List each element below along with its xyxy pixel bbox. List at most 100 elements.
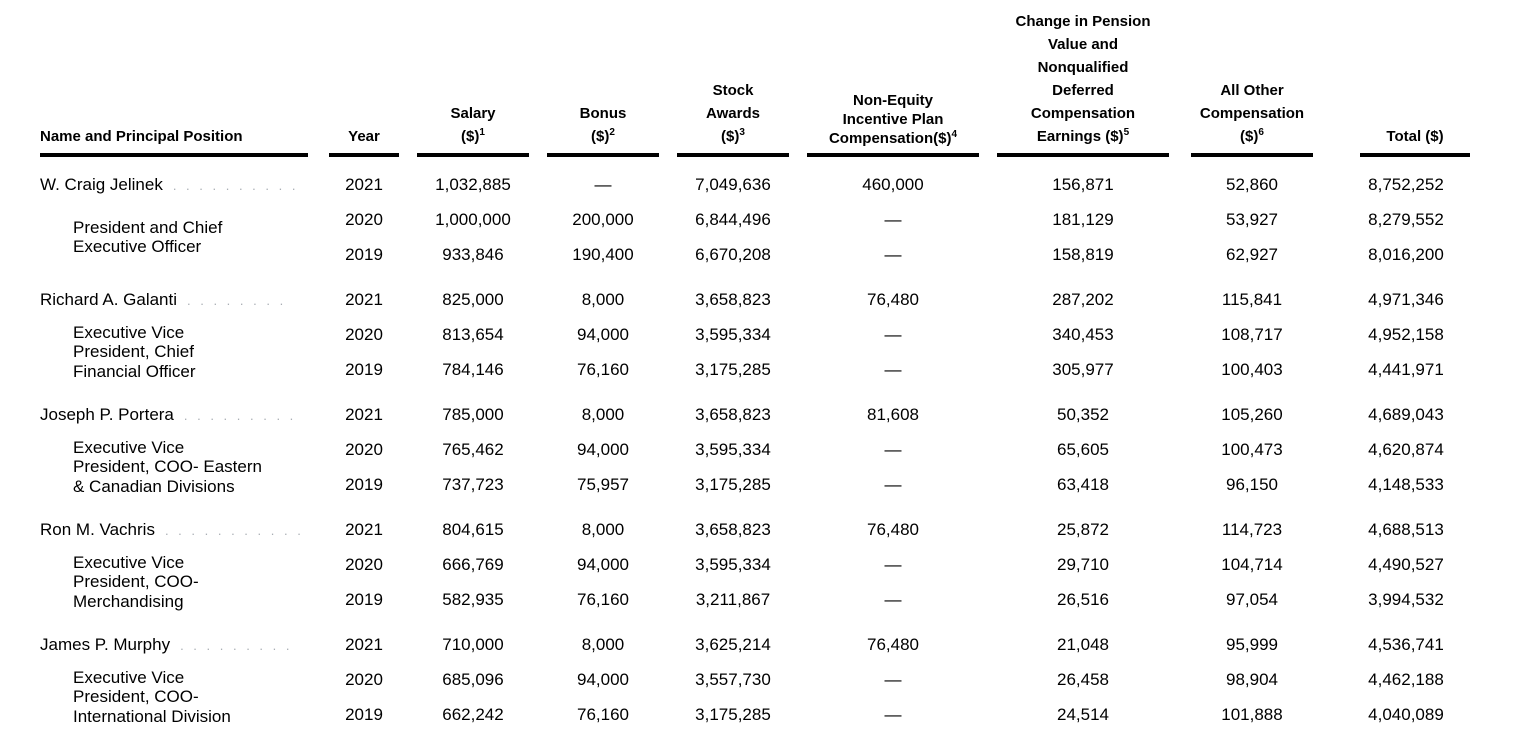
non-equity-cell: — bbox=[884, 209, 902, 229]
executive-name-cell: Richard A. Galanti . . . . . . . . bbox=[40, 272, 320, 317]
all-other-cell: 108,717 bbox=[1221, 324, 1283, 344]
salary-cell: 1,000,000 bbox=[435, 209, 511, 229]
total-cell: 4,441,971 bbox=[1368, 359, 1444, 379]
non-equity-cell: 76,480 bbox=[867, 519, 919, 539]
stock-awards-cell: 3,175,285 bbox=[695, 704, 771, 724]
table-header: Name and Principal Position Year Salary (… bbox=[40, 10, 1486, 157]
bonus-cell: — bbox=[594, 174, 612, 194]
header-top-lines: Salary bbox=[450, 105, 496, 122]
table-row: Richard A. Galanti . . . . . . . . 2021 8… bbox=[40, 272, 1486, 317]
stock-awards-cell: 3,175,285 bbox=[695, 359, 771, 379]
all-other-cell: 104,714 bbox=[1221, 554, 1283, 574]
header-top-lines: Stock Awards bbox=[706, 82, 760, 122]
bonus-cell: 8,000 bbox=[581, 634, 625, 654]
all-other-cell: 95,999 bbox=[1226, 634, 1278, 654]
stock-awards-cell: 6,844,496 bbox=[695, 209, 771, 229]
year-cell: 2019 bbox=[345, 589, 383, 609]
column-header-all-other-compensation: All Other Compensation ($)6 bbox=[1178, 10, 1326, 157]
non-equity-cell: — bbox=[884, 359, 902, 379]
executive-name-cell: W. Craig Jelinek . . . . . . . . . . bbox=[40, 157, 320, 202]
pension-cell: 29,710 bbox=[1057, 554, 1109, 574]
pension-cell: 65,605 bbox=[1057, 439, 1109, 459]
leader-dots: . . . . . . . . . . . bbox=[164, 522, 304, 538]
header-label: Earnings ($) bbox=[1036, 128, 1124, 145]
column-header-name: Name and Principal Position bbox=[40, 10, 320, 157]
all-other-cell: 62,927 bbox=[1226, 244, 1278, 264]
executive-name-cell: Joseph P. Portera . . . . . . . . . bbox=[40, 387, 320, 432]
salary-cell: 765,462 bbox=[442, 439, 504, 459]
header-label: Total ($) bbox=[1386, 128, 1444, 145]
header-label: ($) bbox=[721, 128, 740, 145]
all-other-cell: 114,723 bbox=[1221, 519, 1283, 539]
stock-awards-cell: 3,595,334 bbox=[695, 554, 771, 574]
year-cell: 2020 bbox=[345, 554, 383, 574]
non-equity-cell: — bbox=[884, 554, 902, 574]
header-top-lines: Bonus bbox=[579, 105, 627, 122]
table-row: 2019 784,146 76,160 3,175,285 — 305,977 … bbox=[40, 352, 1486, 387]
all-other-cell: 100,473 bbox=[1221, 439, 1283, 459]
salary-cell: 813,654 bbox=[442, 324, 504, 344]
table-row: 2019 737,723 75,957 3,175,285 — 63,418 9… bbox=[40, 467, 1486, 502]
salary-cell: 582,935 bbox=[442, 589, 504, 609]
total-cell: 4,536,741 bbox=[1368, 634, 1444, 654]
bonus-cell: 76,160 bbox=[577, 704, 629, 724]
total-cell: 4,148,533 bbox=[1368, 474, 1444, 494]
year-cell: 2020 bbox=[345, 324, 383, 344]
bonus-cell: 190,400 bbox=[572, 244, 634, 264]
stock-awards-cell: 3,557,730 bbox=[695, 669, 771, 689]
header-label: ($) bbox=[1240, 128, 1259, 145]
pension-cell: 50,352 bbox=[1057, 404, 1109, 424]
bonus-cell: 94,000 bbox=[577, 324, 629, 344]
column-header-bonus: Bonus ($)2 bbox=[538, 10, 668, 157]
header-top-lines: All Other Compensation bbox=[1199, 82, 1305, 122]
executive-name-cell: James P. Murphy . . . . . . . . . bbox=[40, 617, 320, 662]
header-row: Name and Principal Position Year Salary (… bbox=[40, 10, 1486, 157]
non-equity-cell: 460,000 bbox=[862, 174, 924, 194]
pension-cell: 63,418 bbox=[1057, 474, 1109, 494]
total-cell: 8,752,252 bbox=[1368, 174, 1444, 194]
pension-cell: 340,453 bbox=[1052, 324, 1114, 344]
year-cell: 2019 bbox=[345, 359, 383, 379]
pension-cell: 25,872 bbox=[1057, 519, 1109, 539]
pension-cell: 26,516 bbox=[1057, 589, 1109, 609]
footnote-superscript: 1 bbox=[479, 127, 485, 138]
salary-cell: 710,000 bbox=[442, 634, 504, 654]
salary-cell: 662,242 bbox=[442, 704, 504, 724]
salary-cell: 804,615 bbox=[442, 519, 504, 539]
bonus-cell: 94,000 bbox=[577, 439, 629, 459]
table-row: 2019 662,242 76,160 3,175,285 — 24,514 1… bbox=[40, 697, 1486, 732]
leader-dots: . . . . . . . . . . bbox=[172, 177, 299, 193]
header-label: Year bbox=[348, 128, 380, 145]
column-header-stock-awards: Stock Awards ($)3 bbox=[668, 10, 798, 157]
executive-position: Executive Vice President, Chief Financia… bbox=[73, 322, 196, 381]
all-other-cell: 101,888 bbox=[1221, 704, 1283, 724]
bonus-cell: 8,000 bbox=[581, 519, 625, 539]
all-other-cell: 98,904 bbox=[1226, 669, 1278, 689]
all-other-cell: 115,841 bbox=[1221, 289, 1283, 309]
footnote-superscript: 5 bbox=[1123, 127, 1130, 138]
non-equity-cell: — bbox=[884, 589, 902, 609]
column-header-salary: Salary ($)1 bbox=[408, 10, 538, 157]
non-equity-cell: 81,608 bbox=[867, 404, 919, 424]
non-equity-cell: — bbox=[884, 244, 902, 264]
pension-cell: 24,514 bbox=[1057, 704, 1109, 724]
bonus-cell: 94,000 bbox=[577, 554, 629, 574]
bonus-cell: 8,000 bbox=[581, 289, 625, 309]
stock-awards-cell: 7,049,636 bbox=[695, 174, 771, 194]
header-label: Name and Principal Position bbox=[40, 128, 243, 145]
table-row: W. Craig Jelinek . . . . . . . . . . 2021… bbox=[40, 157, 1486, 202]
all-other-cell: 100,403 bbox=[1221, 359, 1283, 379]
pension-cell: 287,202 bbox=[1052, 289, 1114, 309]
salary-cell: 933,846 bbox=[442, 244, 504, 264]
leader-dots: . . . . . . . . bbox=[187, 292, 287, 308]
table-row: Executive Vice President, Chief Financia… bbox=[40, 317, 1486, 381]
leader-dots: . . . . . . . . . bbox=[183, 407, 297, 423]
non-equity-cell: 76,480 bbox=[867, 634, 919, 654]
stock-awards-cell: 3,595,334 bbox=[695, 324, 771, 344]
total-cell: 8,279,552 bbox=[1368, 209, 1444, 229]
year-cell: 2019 bbox=[345, 474, 383, 494]
table-row: Ron M. Vachris . . . . . . . . . . . 2021… bbox=[40, 502, 1486, 547]
total-cell: 4,971,346 bbox=[1368, 289, 1444, 309]
pension-cell: 21,048 bbox=[1057, 634, 1109, 654]
